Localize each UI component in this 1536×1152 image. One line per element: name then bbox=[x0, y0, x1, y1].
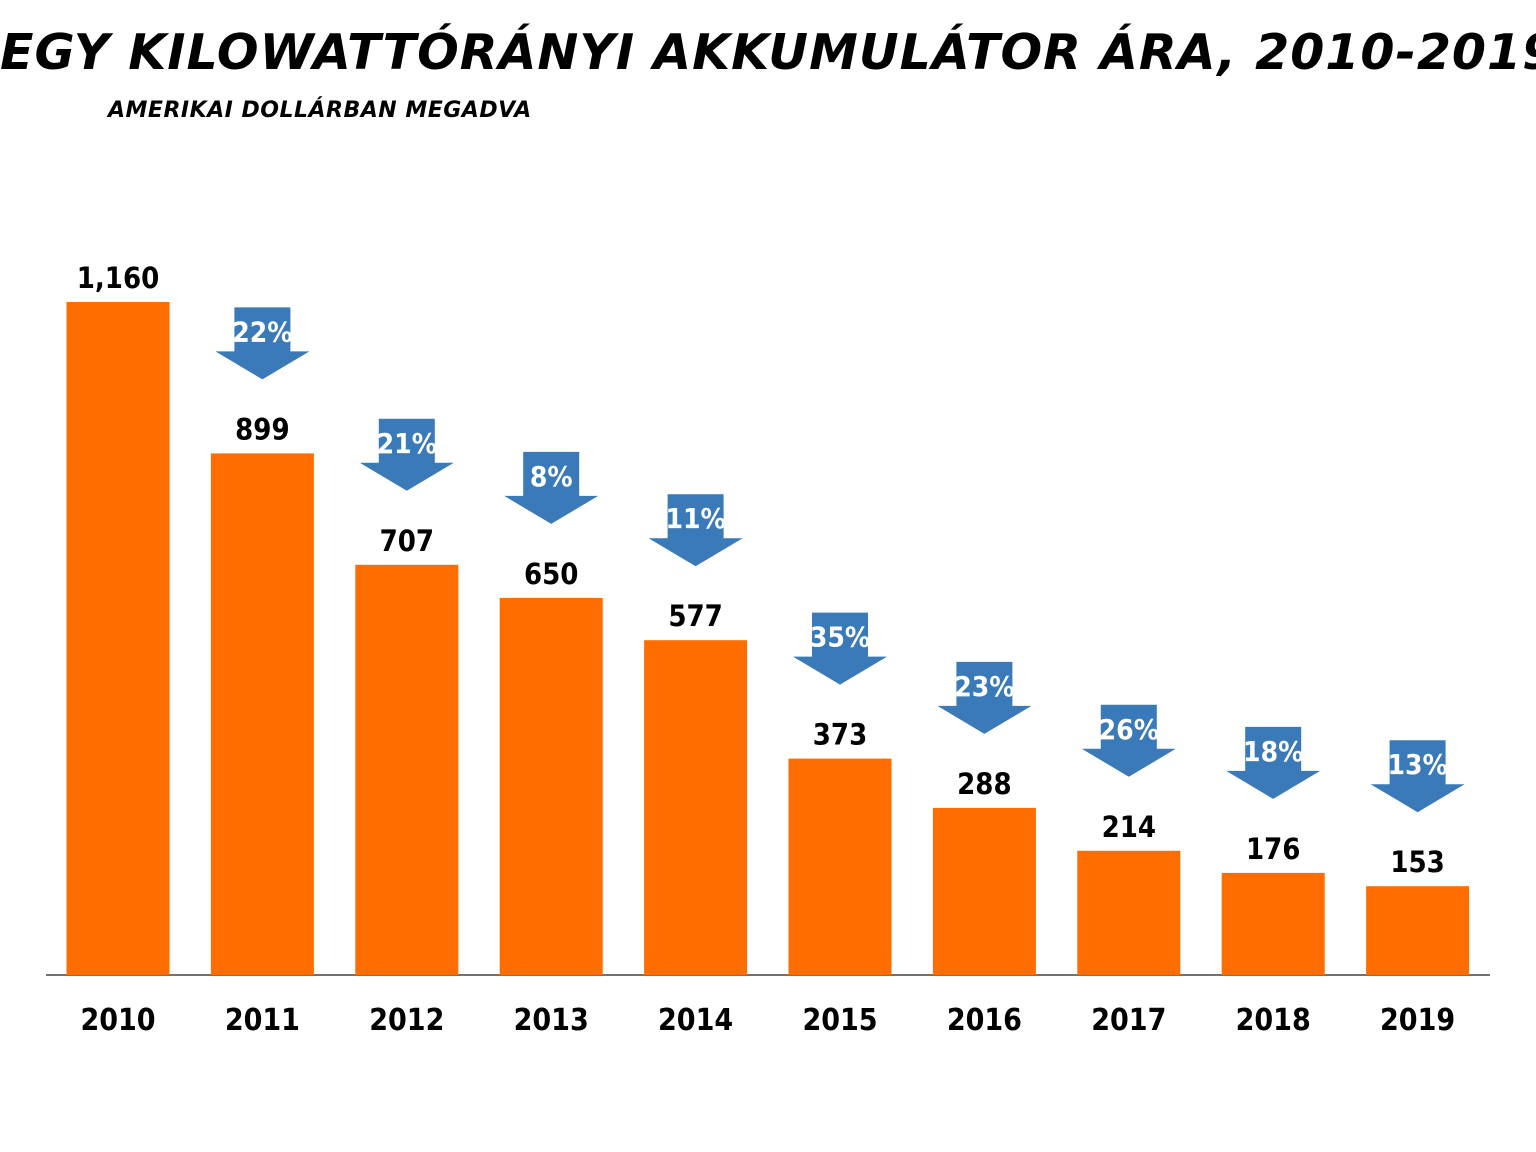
bar-2017 bbox=[1077, 850, 1181, 975]
change-label-2013: 8% bbox=[530, 460, 573, 493]
change-label-2016: 23% bbox=[954, 670, 1014, 703]
bar-2010 bbox=[66, 302, 170, 975]
change-label-2012: 21% bbox=[377, 427, 437, 460]
value-label-2013: 650 bbox=[524, 557, 578, 591]
change-label-2015: 35% bbox=[810, 621, 870, 654]
chart-title: EGY KILOWATTÓRÁNYI AKKUMULÁTOR ÁRA, 2010… bbox=[0, 24, 1536, 81]
x-tick-label-2017: 2017 bbox=[1091, 1003, 1166, 1038]
bar-2012 bbox=[355, 564, 459, 975]
x-tick-label-2011: 2011 bbox=[225, 1003, 300, 1038]
chart-subtitle: AMERIKAI DOLLÁRBAN MEGADVA bbox=[108, 98, 532, 123]
bar-2013 bbox=[499, 597, 603, 975]
bar-2015 bbox=[788, 758, 892, 975]
bar-2016 bbox=[932, 807, 1036, 975]
down-arrow-icon bbox=[504, 451, 599, 524]
value-label-2011: 899 bbox=[235, 412, 289, 446]
change-label-2018: 18% bbox=[1243, 735, 1303, 768]
down-arrow-icon bbox=[793, 612, 887, 685]
x-tick-label-2015: 2015 bbox=[802, 1003, 877, 1038]
x-tick-label-2016: 2016 bbox=[947, 1003, 1022, 1038]
down-arrow-icon bbox=[1081, 704, 1176, 777]
value-label-2014: 577 bbox=[668, 599, 722, 633]
x-tick-label-2013: 2013 bbox=[514, 1003, 589, 1038]
value-label-2012: 707 bbox=[380, 524, 434, 558]
x-tick-label-2018: 2018 bbox=[1236, 1003, 1311, 1038]
change-label-2011: 22% bbox=[232, 315, 292, 348]
value-label-2019: 153 bbox=[1390, 845, 1444, 879]
value-label-2016: 288 bbox=[957, 767, 1011, 801]
down-arrow-icon bbox=[1370, 740, 1465, 813]
change-label-2014: 11% bbox=[665, 502, 725, 535]
value-label-2018: 176 bbox=[1246, 832, 1300, 866]
down-arrow-icon bbox=[648, 494, 743, 567]
bar-2011 bbox=[210, 453, 314, 975]
down-arrow-icon bbox=[359, 418, 454, 491]
change-label-2019: 13% bbox=[1387, 748, 1447, 781]
down-arrow-icon bbox=[937, 661, 1032, 734]
x-tick-label-2012: 2012 bbox=[369, 1003, 444, 1038]
value-label-2015: 373 bbox=[813, 718, 867, 752]
change-label-2017: 26% bbox=[1099, 713, 1159, 746]
bar-2014 bbox=[644, 640, 748, 975]
x-tick-label-2019: 2019 bbox=[1380, 1003, 1455, 1038]
value-label-2017: 214 bbox=[1102, 810, 1156, 844]
bar-2019 bbox=[1366, 886, 1470, 975]
down-arrow-icon bbox=[1226, 726, 1321, 799]
bar-2018 bbox=[1221, 872, 1325, 975]
x-tick-label-2010: 2010 bbox=[80, 1003, 155, 1038]
value-label-2010: 1,160 bbox=[77, 261, 160, 295]
x-tick-label-2014: 2014 bbox=[658, 1003, 733, 1038]
down-arrow-icon bbox=[215, 307, 310, 380]
